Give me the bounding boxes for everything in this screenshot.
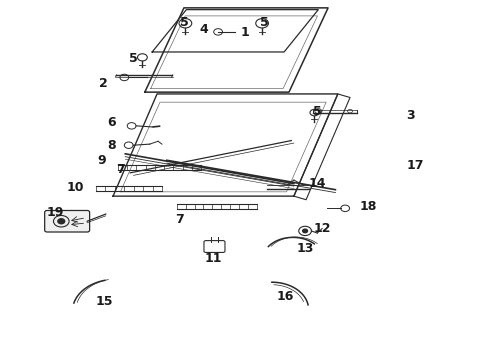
Text: 17: 17 — [406, 159, 424, 172]
Text: 3: 3 — [406, 109, 415, 122]
Text: 5: 5 — [179, 16, 188, 29]
Text: 5: 5 — [314, 105, 322, 118]
Text: 18: 18 — [360, 201, 377, 213]
Text: 19: 19 — [47, 206, 64, 219]
Text: 6: 6 — [107, 116, 116, 129]
Text: 13: 13 — [296, 242, 314, 255]
Text: 5: 5 — [129, 51, 138, 64]
Text: 4: 4 — [199, 23, 208, 36]
Text: 11: 11 — [204, 252, 222, 265]
Text: 7: 7 — [117, 163, 125, 176]
Circle shape — [303, 229, 308, 233]
Text: 15: 15 — [96, 296, 114, 309]
Text: 16: 16 — [277, 290, 294, 303]
Text: 1: 1 — [241, 27, 249, 40]
Text: 12: 12 — [314, 222, 331, 235]
Text: 5: 5 — [260, 16, 269, 29]
Text: 14: 14 — [309, 177, 326, 190]
Text: 9: 9 — [97, 154, 106, 167]
FancyBboxPatch shape — [45, 211, 90, 232]
Text: 8: 8 — [107, 139, 116, 152]
Text: 10: 10 — [66, 181, 84, 194]
Text: 7: 7 — [175, 213, 184, 226]
Circle shape — [58, 219, 65, 224]
Text: 2: 2 — [99, 77, 108, 90]
